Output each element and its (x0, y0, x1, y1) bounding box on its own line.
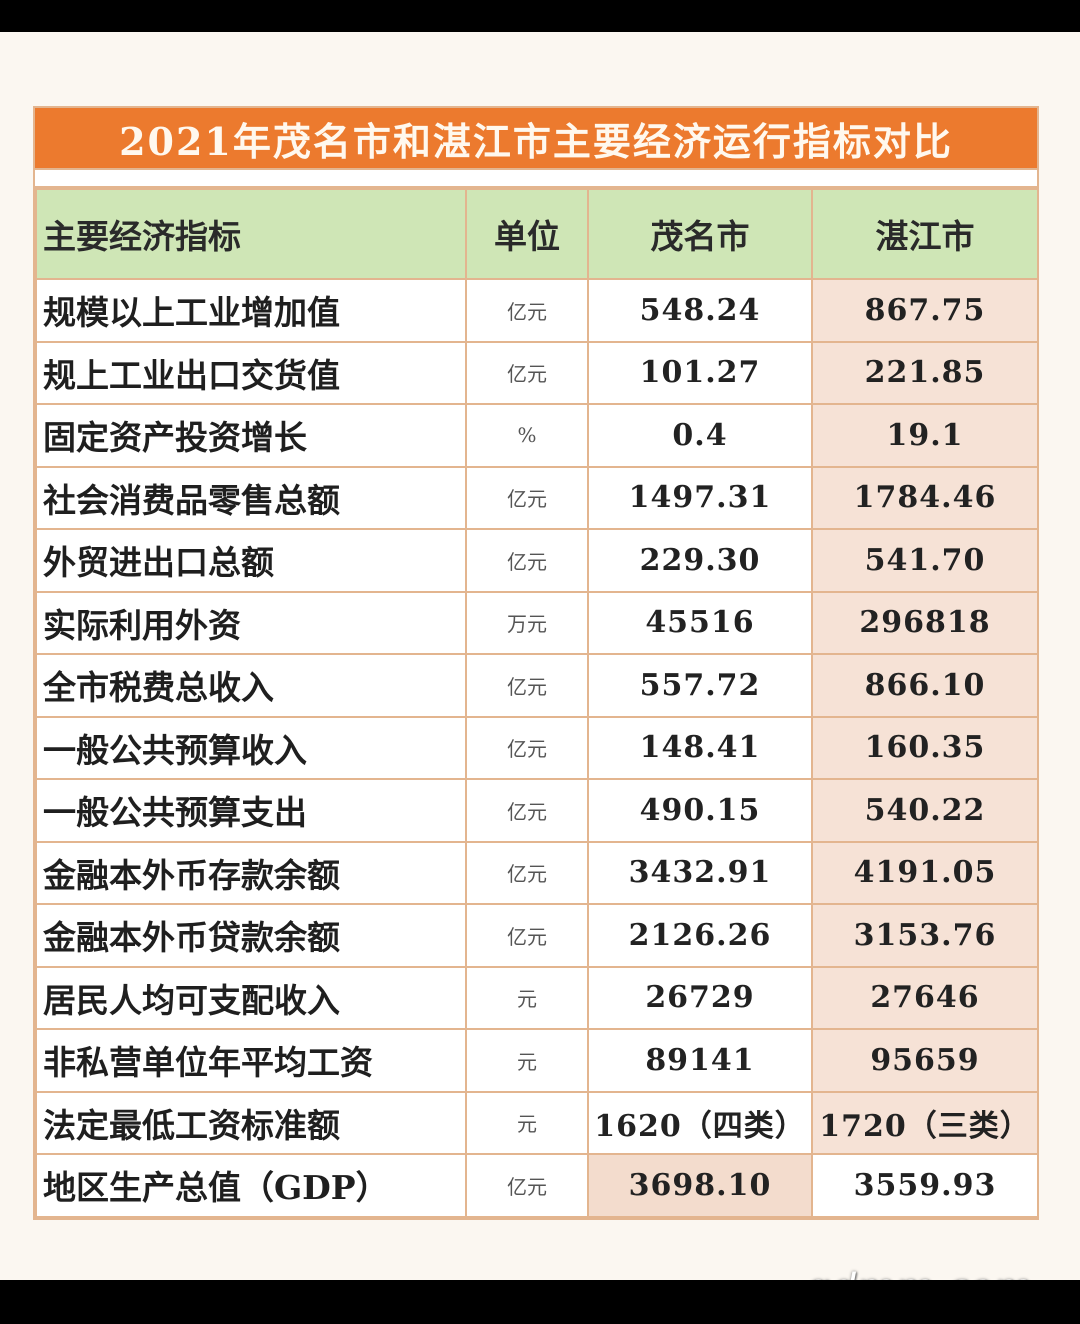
unit-cell: 亿元 (465, 653, 589, 718)
zhanjiang-value: 540.22 (811, 778, 1039, 843)
indicator-name: 金融本外币贷款余额 (35, 903, 467, 968)
maoming-value: 1620（四类） (587, 1090, 813, 1155)
table-row: 全市税费总收入 亿元 557.72 866.10 (35, 653, 1039, 718)
unit-cell: 亿元 (465, 1153, 589, 1218)
maoming-value: 548.24 (587, 278, 813, 343)
zhanjiang-value: 3153.76 (811, 903, 1039, 968)
indicator-name: 居民人均可支配收入 (35, 965, 467, 1030)
indicator-name: 金融本外币存款余额 (35, 840, 467, 905)
maoming-value: 490.15 (587, 778, 813, 843)
zhanjiang-value: 3559.93 (811, 1153, 1039, 1218)
unit-cell: 亿元 (465, 465, 589, 530)
table-row: 社会消费品零售总额 亿元 1497.31 1784.46 (35, 465, 1039, 530)
bottom-black-bar (0, 1280, 1080, 1324)
unit-cell: 万元 (465, 590, 589, 655)
unit-cell: 元 (465, 1090, 589, 1155)
zhanjiang-value: 1784.46 (811, 465, 1039, 530)
indicator-table: 主要经济指标 单位 茂名市 湛江市 规模以上工业增加值 亿元 548.24 867.7… (35, 188, 1039, 1218)
indicator-name: 一般公共预算收入 (35, 715, 467, 780)
header-zhanjiang: 湛江市 (811, 188, 1039, 280)
maoming-value: 1497.31 (587, 465, 813, 530)
indicator-name: 规模以上工业增加值 (35, 278, 467, 343)
maoming-value: 45516 (587, 590, 813, 655)
indicator-name: 地区生产总值（GDP） (35, 1153, 467, 1218)
zhanjiang-value: 866.10 (811, 653, 1039, 718)
table-row: 实际利用外资 万元 45516 296818 (35, 590, 1039, 655)
indicator-name: 全市税费总收入 (35, 653, 467, 718)
table-row: 规上工业出口交货值 亿元 101.27 221.85 (35, 340, 1039, 405)
title-spacer (35, 170, 1037, 188)
indicator-name: 规上工业出口交货值 (35, 340, 467, 405)
unit-cell: 元 (465, 965, 589, 1030)
header-row: 主要经济指标 单位 茂名市 湛江市 (35, 188, 1039, 280)
maoming-value: 229.30 (587, 528, 813, 593)
zhanjiang-value: 1720（三类） (811, 1090, 1039, 1155)
zhanjiang-value: 19.1 (811, 403, 1039, 468)
document-sheet: 2021年茂名市和湛江市主要经济运行指标对比 主要经济指标 单位 茂名市 湛江市… (0, 32, 1080, 1312)
table-row: 居民人均可支配收入元 26729 27646 (35, 965, 1039, 1030)
unit-cell: 亿元 (465, 340, 589, 405)
indicator-name: 非私营单位年平均工资 (35, 1028, 467, 1093)
table-row: 地区生产总值（GDP） 亿元 3698.10 3559.93 (35, 1153, 1039, 1218)
unit-cell: 元 (465, 1028, 589, 1093)
zhanjiang-value: 4191.05 (811, 840, 1039, 905)
indicator-name: 固定资产投资增长 (35, 403, 467, 468)
unit-cell: 亿元 (465, 903, 589, 968)
maoming-value: 3698.10 (587, 1153, 813, 1218)
unit-cell: 亿元 (465, 840, 589, 905)
unit-cell: 亿元 (465, 278, 589, 343)
maoming-value: 148.41 (587, 715, 813, 780)
maoming-value: 2126.26 (587, 903, 813, 968)
table-row: 非私营单位年平均工资元 89141 95659 (35, 1028, 1039, 1093)
unit-cell: 亿元 (465, 778, 589, 843)
header-unit: 单位 (465, 188, 589, 280)
table-title: 2021年茂名市和湛江市主要经济运行指标对比 (35, 108, 1037, 170)
indicator-name: 社会消费品零售总额 (35, 465, 467, 530)
maoming-value: 89141 (587, 1028, 813, 1093)
maoming-value: 557.72 (587, 653, 813, 718)
indicator-name: 一般公共预算支出 (35, 778, 467, 843)
maoming-value: 26729 (587, 965, 813, 1030)
maoming-value: 3432.91 (587, 840, 813, 905)
indicator-name: 外贸进出口总额 (35, 528, 467, 593)
maoming-value: 101.27 (587, 340, 813, 405)
zhanjiang-value: 95659 (811, 1028, 1039, 1093)
table-row: 一般公共预算支出 亿元 490.15 540.22 (35, 778, 1039, 843)
unit-cell: 亿元 (465, 528, 589, 593)
header-maoming: 茂名市 (587, 188, 813, 280)
zhanjiang-value: 160.35 (811, 715, 1039, 780)
header-indicator: 主要经济指标 (35, 188, 467, 280)
zhanjiang-value: 221.85 (811, 340, 1039, 405)
unit-cell: 亿元 (465, 715, 589, 780)
zhanjiang-value: 296818 (811, 590, 1039, 655)
table-row: 金融本外币贷款余额 亿元 2126.26 3153.76 (35, 903, 1039, 968)
unit-cell: % (465, 403, 589, 468)
maoming-value: 0.4 (587, 403, 813, 468)
table-row: 法定最低工资标准额元 1620（四类） 1720（三类） (35, 1090, 1039, 1155)
table-row: 外贸进出口总额 亿元 229.30 541.70 (35, 528, 1039, 593)
zhanjiang-value: 27646 (811, 965, 1039, 1030)
table-row: 规模以上工业增加值 亿元 548.24 867.75 (35, 278, 1039, 343)
table-row: 金融本外币存款余额 亿元 3432.91 4191.05 (35, 840, 1039, 905)
table-row: 固定资产投资增长% 0.4 19.1 (35, 403, 1039, 468)
zhanjiang-value: 867.75 (811, 278, 1039, 343)
indicator-name: 法定最低工资标准额 (35, 1090, 467, 1155)
indicator-name: 实际利用外资 (35, 590, 467, 655)
zhanjiang-value: 541.70 (811, 528, 1039, 593)
table-row: 一般公共预算收入 亿元 148.41 160.35 (35, 715, 1039, 780)
comparison-table-container: 2021年茂名市和湛江市主要经济运行指标对比 主要经济指标 单位 茂名市 湛江市… (33, 106, 1039, 1220)
